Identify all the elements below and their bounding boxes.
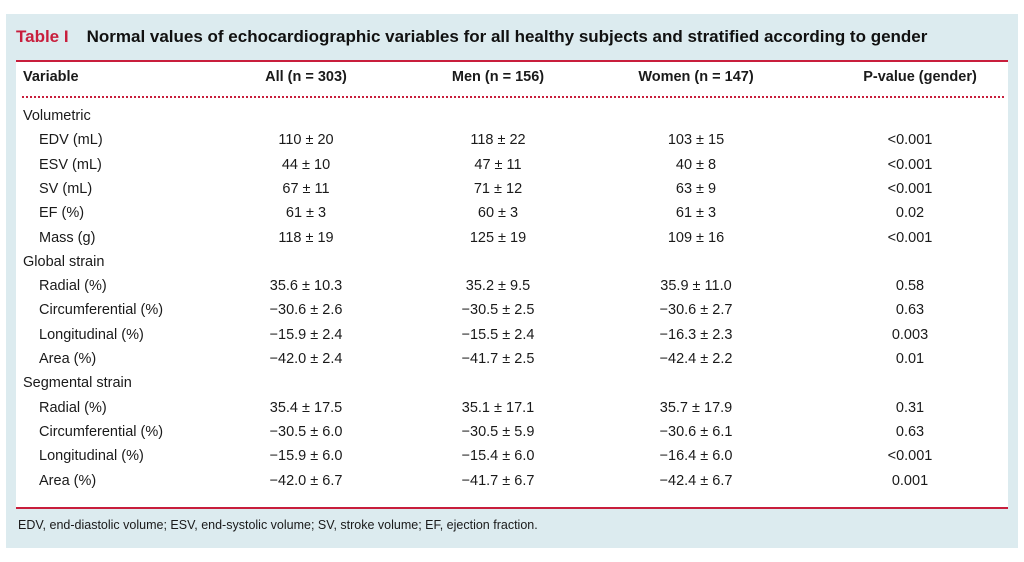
cell-all: 67 ± 11 (282, 181, 330, 197)
table-footnote: EDV, end-diastolic volume; ESV, end-syst… (18, 518, 538, 532)
cell-pvalue: <0.001 (887, 448, 933, 464)
cell-pvalue: 0.02 (895, 205, 925, 221)
table-caption: Table I Normal values of echocardiographi… (16, 27, 927, 47)
section-title: Global strain (23, 254, 105, 270)
row-label: ESV (mL) (39, 157, 102, 173)
header-all: All (n = 303) (265, 69, 347, 85)
row-label: Longitudinal (%) (39, 448, 144, 464)
cell-men: 60 ± 3 (477, 205, 519, 221)
cell-women: 103 ± 15 (667, 132, 725, 148)
row-label: Radial (%) (39, 278, 107, 294)
cell-men: 71 ± 12 (473, 181, 523, 197)
cell-women: 61 ± 3 (675, 205, 717, 221)
section-title: Segmental strain (23, 375, 132, 391)
cell-women: −30.6 ± 2.7 (659, 302, 733, 318)
row-label: Radial (%) (39, 400, 107, 416)
cell-pvalue: 0.63 (895, 302, 925, 318)
cell-men: 125 ± 19 (469, 230, 527, 246)
cell-women: −42.4 ± 6.7 (659, 473, 733, 489)
cell-men: 35.1 ± 17.1 (461, 400, 535, 416)
cell-all: −15.9 ± 6.0 (269, 448, 343, 464)
header-women: Women (n = 147) (638, 69, 754, 85)
row-label: EF (%) (39, 205, 85, 221)
cell-women: 35.9 ± 11.0 (660, 278, 732, 294)
row-label: SV (mL) (39, 181, 93, 197)
header-variable: Variable (23, 69, 79, 85)
row-label: EDV (mL) (39, 132, 103, 148)
row-label: Mass (g) (39, 230, 96, 246)
cell-men: −15.5 ± 2.4 (461, 327, 535, 343)
cell-all: −42.0 ± 6.7 (269, 473, 343, 489)
cell-pvalue: <0.001 (887, 181, 933, 197)
cell-men: 47 ± 11 (474, 157, 522, 173)
cell-all: −30.5 ± 6.0 (269, 424, 343, 440)
cell-women: 109 ± 16 (667, 230, 725, 246)
cell-women: −16.3 ± 2.3 (659, 327, 733, 343)
cell-women: −16.4 ± 6.0 (659, 448, 733, 464)
cell-all: −15.9 ± 2.4 (269, 327, 343, 343)
section-title: Volumetric (23, 108, 91, 124)
cell-men: −41.7 ± 2.5 (461, 351, 535, 367)
cell-men: 118 ± 22 (470, 132, 526, 148)
cell-men: −15.4 ± 6.0 (461, 448, 535, 464)
cell-men: 35.2 ± 9.5 (465, 278, 531, 294)
row-label: Circumferential (%) (39, 302, 164, 318)
cell-pvalue: 0.01 (895, 351, 925, 367)
table-number: Table I (16, 27, 69, 46)
cell-women: 35.7 ± 17.9 (659, 400, 733, 416)
cell-men: −41.7 ± 6.7 (461, 473, 535, 489)
cell-all: 61 ± 3 (285, 205, 327, 221)
cell-pvalue: 0.003 (891, 327, 929, 343)
cell-pvalue: 0.31 (895, 400, 925, 416)
cell-pvalue: <0.001 (887, 132, 933, 148)
cell-pvalue: 0.58 (895, 278, 925, 294)
row-label: Longitudinal (%) (39, 327, 144, 343)
cell-all: 110 ± 20 (278, 132, 334, 148)
cell-pvalue: <0.001 (887, 157, 933, 173)
cell-all: −30.6 ± 2.6 (269, 302, 343, 318)
cell-women: 63 ± 9 (675, 181, 717, 197)
table-title: Normal values of echocardiographic varia… (86, 27, 928, 46)
row-label: Area (%) (39, 351, 97, 367)
cell-pvalue: 0.63 (895, 424, 925, 440)
cell-all: −42.0 ± 2.4 (269, 351, 343, 367)
cell-men: −30.5 ± 5.9 (461, 424, 535, 440)
cell-all: 35.4 ± 17.5 (269, 400, 343, 416)
cell-women: 40 ± 8 (675, 157, 717, 173)
header-men: Men (n = 156) (451, 69, 545, 85)
row-label: Circumferential (%) (39, 424, 164, 440)
cell-all: 118 ± 19 (278, 230, 334, 246)
row-label: Area (%) (39, 473, 97, 489)
table-body (16, 60, 1008, 509)
header-pvalue: P-value (gender) (863, 69, 977, 85)
cell-pvalue: <0.001 (887, 230, 933, 246)
cell-all: 35.6 ± 10.3 (269, 278, 343, 294)
cell-women: −30.6 ± 6.1 (659, 424, 733, 440)
cell-women: −42.4 ± 2.2 (659, 351, 733, 367)
cell-all: 44 ± 10 (281, 157, 331, 173)
cell-pvalue: 0.001 (891, 473, 929, 489)
header-divider (22, 96, 1004, 98)
cell-men: −30.5 ± 2.5 (461, 302, 535, 318)
